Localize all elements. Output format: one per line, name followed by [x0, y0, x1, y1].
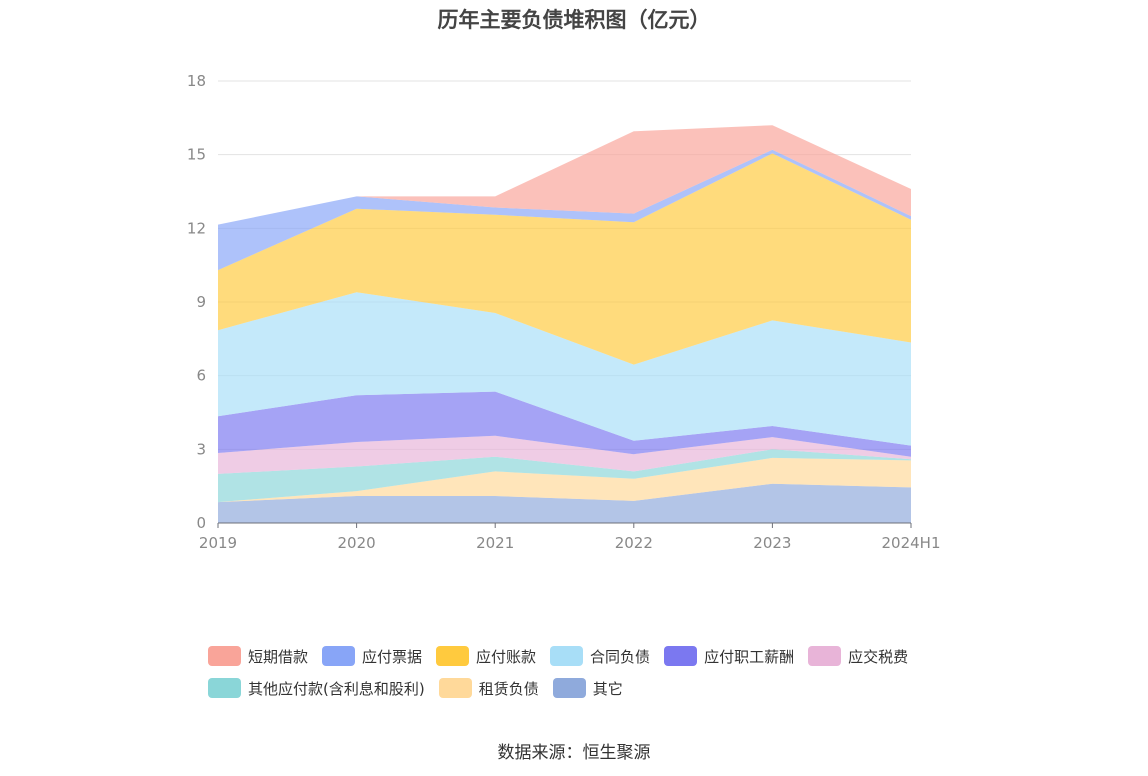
- legend-swatch: [664, 646, 698, 666]
- legend-item[interactable]: 租赁负债: [438, 678, 539, 699]
- x-tick-label: 2023: [753, 534, 791, 552]
- y-tick-label: 18: [187, 72, 206, 90]
- legend-row: 短期借款 应付票据 应付账款 合同负债 应付职工薪酬 应交税费: [208, 640, 968, 672]
- x-tick-label: 2024H1: [882, 534, 941, 552]
- x-tick-label: 2021: [476, 534, 514, 552]
- legend-row: 其他应付款(含利息和股利) 租赁负债 其它: [208, 672, 968, 704]
- area-layer: [218, 125, 911, 523]
- chart-plot: 0 3 6 9 12 15 18 2019 2020 2021 2022 2023 2024H1: [187, 72, 941, 552]
- legend-label: 租赁负债: [478, 679, 539, 698]
- axes: 0 3 6 9 12 15 18 2019 2020 2021 2022 2023 2024H1: [187, 72, 941, 552]
- x-tick-label: 2019: [199, 534, 237, 552]
- legend-label: 合同负债: [590, 647, 651, 666]
- legend-swatch: [436, 646, 470, 666]
- data-source-note: 数据来源：恒生聚源: [497, 743, 651, 763]
- area-series-6: [218, 153, 911, 365]
- legend-swatch: [438, 678, 472, 698]
- legend-item[interactable]: 应付职工薪酬: [664, 646, 794, 667]
- legend-item[interactable]: 应交税费: [808, 646, 908, 667]
- x-tick-label: 2020: [338, 534, 376, 552]
- y-tick-label: 9: [196, 293, 206, 311]
- legend-swatch: [808, 646, 842, 666]
- legend-swatch: [552, 678, 586, 698]
- legend-item[interactable]: 其它: [552, 678, 623, 699]
- legend-item[interactable]: 应付票据: [322, 646, 422, 667]
- legend-item[interactable]: 应付账款: [436, 646, 536, 667]
- y-tick-label: 12: [187, 219, 206, 237]
- legend-swatch: [322, 646, 356, 666]
- y-tick-label: 3: [196, 440, 206, 458]
- legend-label: 应交税费: [848, 647, 909, 666]
- legend-item[interactable]: 合同负债: [550, 646, 650, 667]
- chart-legend: 短期借款 应付票据 应付账款 合同负债 应付职工薪酬 应交税费其他应付款(含利息和股利) 租…: [208, 640, 968, 704]
- legend-label: 应付职工薪酬: [704, 647, 795, 666]
- legend-label: 应付账款: [476, 647, 537, 666]
- area-series-2: [218, 449, 911, 503]
- legend-swatch: [208, 646, 241, 666]
- legend-item[interactable]: 短期借款: [208, 646, 308, 667]
- y-tick-label: 15: [187, 146, 206, 164]
- legend-label: 应付票据: [362, 647, 423, 666]
- legend-label: 其他应付款(含利息和股利): [248, 679, 425, 698]
- legend-label: 短期借款: [248, 647, 309, 666]
- legend-label: 其它: [592, 679, 623, 698]
- legend-item[interactable]: 其他应付款(含利息和股利): [208, 678, 425, 699]
- area-series-4: [218, 391, 911, 457]
- area-series-3: [218, 435, 911, 474]
- chart-title: 历年主要负债堆积图（亿元）: [437, 8, 711, 32]
- legend-swatch: [208, 678, 241, 698]
- legend-swatch: [550, 646, 584, 666]
- area-series-0: [218, 483, 911, 523]
- area-series-8: [218, 125, 911, 225]
- y-tick-label: 6: [196, 367, 206, 385]
- y-tick-label: 0: [196, 514, 206, 532]
- area-series-1: [218, 457, 911, 503]
- x-tick-label: 2022: [615, 534, 653, 552]
- area-series-5: [218, 292, 911, 446]
